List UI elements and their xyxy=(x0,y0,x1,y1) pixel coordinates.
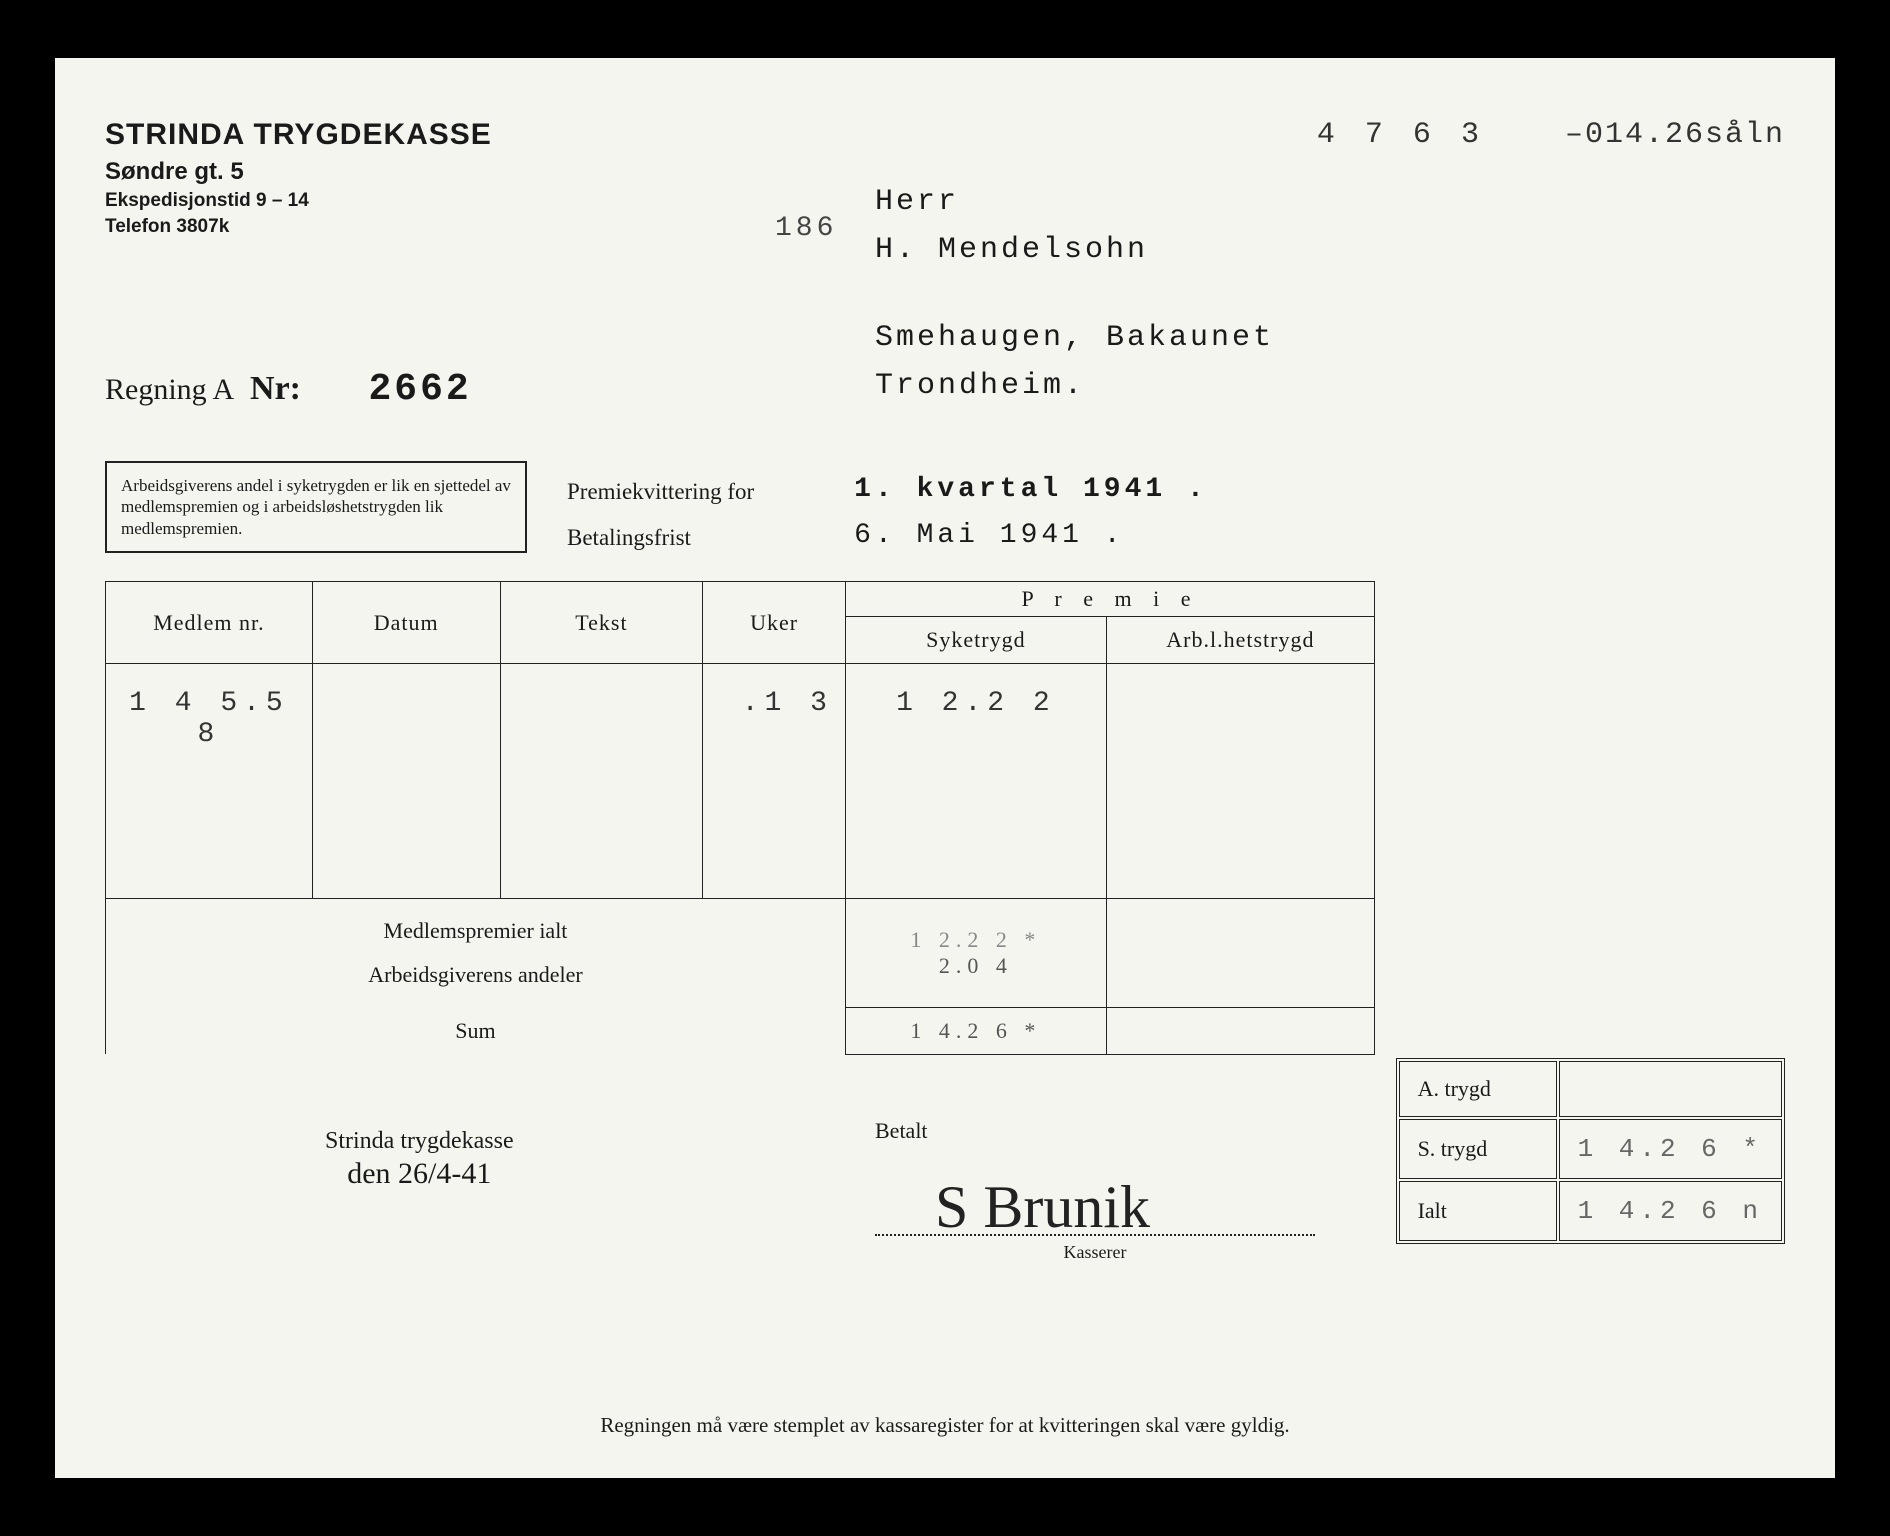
org-hours: Ekspedisjonstid 9 – 14 xyxy=(105,190,492,212)
subtotal-arb-empty xyxy=(1106,899,1374,1008)
header-arb: Arb.l.hetstrygd xyxy=(1106,617,1374,664)
main-table: Medlem nr. Datum Tekst Uker P r e m i e … xyxy=(105,581,1375,1055)
invoice-label: Regning A xyxy=(105,373,233,406)
recipient-block: Herr H. Mendelsohn Smehaugen, Bakaunet T… xyxy=(875,178,1274,410)
signature-line: S Brunik xyxy=(875,1144,1315,1236)
cell-tekst xyxy=(500,664,703,899)
header-uker: Uker xyxy=(703,582,846,664)
org-name: STRINDA TRYGDEKASSE xyxy=(105,118,492,152)
cell-datum xyxy=(312,664,500,899)
betalt-label: Betalt xyxy=(875,1118,1315,1144)
mid-row: Arbeidsgiverens andel i syketrygden er l… xyxy=(105,461,1785,561)
val-medlemspremier: 1 2.2 2 * xyxy=(858,927,1094,953)
stamp-number-right: –014.26såln xyxy=(1565,118,1785,152)
footer-note: Regningen må være stemplet av kassaregis… xyxy=(55,1413,1835,1438)
cell-arb xyxy=(1106,664,1374,899)
recipient-title: Herr xyxy=(875,178,1274,226)
kasserer-label: Kasserer xyxy=(875,1242,1315,1263)
premie-value: 1. kvartal 1941 . xyxy=(854,467,1208,513)
invoice-nr-label: Nr: xyxy=(250,370,301,407)
recipient-addr1: Smehaugen, Bakaunet xyxy=(875,314,1274,362)
invoice-document: STRINDA TRYGDEKASSE Søndre gt. 5 Ekspedi… xyxy=(55,58,1835,1478)
org-address: Søndre gt. 5 xyxy=(105,158,492,186)
ialt-label: Ialt xyxy=(1399,1181,1557,1241)
signature: S Brunik xyxy=(935,1173,1150,1242)
cell-uker: .1 3 xyxy=(703,664,846,899)
sum-row: Sum 1 4.2 6 * xyxy=(106,1007,1375,1054)
label-medlemspremier: Medlemspremier ialt xyxy=(118,909,833,953)
mid-labels: Premiekvittering for Betalingsfrist xyxy=(567,461,754,561)
header-syke: Syketrygd xyxy=(845,617,1106,664)
a-trygd-label: A. trygd xyxy=(1399,1061,1557,1117)
sign-block: Strinda trygdekasse den 26/4-41 xyxy=(325,1128,514,1191)
kasse-name: Strinda trygdekasse xyxy=(325,1128,514,1155)
sum-arb-empty xyxy=(1106,1007,1374,1054)
subtotal-labels: Medlemspremier ialt Arbeidsgiverens ande… xyxy=(106,899,846,1008)
header-datum: Datum xyxy=(312,582,500,664)
org-phone: Telefon 3807k xyxy=(105,216,492,238)
right-totals-table: A. trygd S. trygd 1 4.2 6 * Ialt 1 4.2 6… xyxy=(1396,1058,1785,1244)
label-arbeidsgiver: Arbeidsgiverens andeler xyxy=(118,953,833,997)
stamp-number-left: 4 7 6 3 xyxy=(1317,118,1485,152)
label-sum: Sum xyxy=(106,1007,846,1054)
mid-values: 1. kvartal 1941 . 6. Mai 1941 . xyxy=(854,461,1208,559)
invoice-nr: 2662 xyxy=(368,368,471,411)
ialt-val: 1 4.2 6 n xyxy=(1559,1181,1782,1241)
header-tekst: Tekst xyxy=(500,582,703,664)
note-box: Arbeidsgiverens andel i syketrygden er l… xyxy=(105,461,527,553)
val-sum: 1 4.2 6 * xyxy=(845,1007,1106,1054)
header-premie: P r e m i e xyxy=(845,582,1374,617)
org-block: STRINDA TRYGDEKASSE Søndre gt. 5 Ekspedi… xyxy=(105,118,492,238)
table-row: 1 4 5.5 8 .1 3 1 2.2 2 xyxy=(106,664,1375,899)
sign-date: den 26/4-41 xyxy=(325,1157,514,1191)
cell-syke: 1 2.2 2 xyxy=(845,664,1106,899)
stamp-block: 4 7 6 3 –014.26såln xyxy=(1317,118,1785,152)
header-medlem: Medlem nr. xyxy=(106,582,313,664)
table-header-row-1: Medlem nr. Datum Tekst Uker P r e m i e xyxy=(106,582,1375,617)
betalt-block: Betalt S Brunik Kasserer xyxy=(875,1118,1315,1263)
frist-label: Betalingsfrist xyxy=(567,515,754,561)
ialt-row: Ialt 1 4.2 6 n xyxy=(1399,1181,1782,1241)
recipient-addr2: Trondheim. xyxy=(875,362,1274,410)
val-arbeidsgiver: 2.0 4 xyxy=(858,953,1094,979)
s-trygd-label: S. trygd xyxy=(1399,1119,1557,1179)
frist-value: 6. Mai 1941 . xyxy=(854,513,1208,559)
premie-label: Premiekvittering for xyxy=(567,469,754,515)
cell-medlem: 1 4 5.5 8 xyxy=(106,664,313,899)
a-trygd-val xyxy=(1559,1061,1782,1117)
subtotal-vals: 1 2.2 2 * 2.0 4 xyxy=(845,899,1106,1008)
s-trygd-row: S. trygd 1 4.2 6 * xyxy=(1399,1119,1782,1179)
s-trygd-val: 1 4.2 6 * xyxy=(1559,1119,1782,1179)
a-trygd-row: A. trygd xyxy=(1399,1061,1782,1117)
recipient-name: H. Mendelsohn xyxy=(875,226,1274,274)
subtotal-row-1: Medlemspremier ialt Arbeidsgiverens ande… xyxy=(106,899,1375,1008)
recipient-ref: 186 xyxy=(775,213,837,244)
